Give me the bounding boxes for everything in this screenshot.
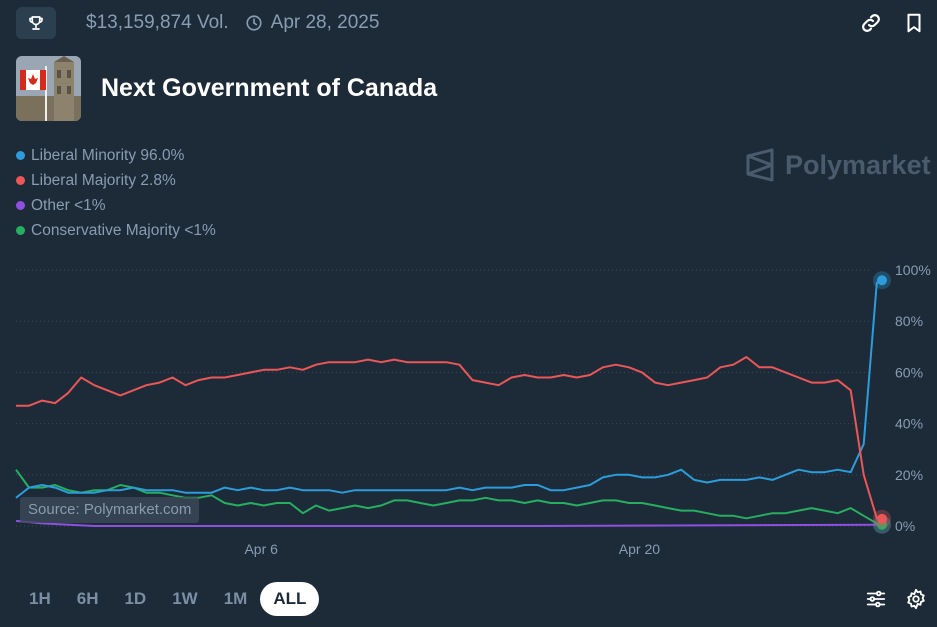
volume-label: $13,159,874 Vol. — [86, 12, 229, 33]
y-tick-label: 0% — [895, 518, 915, 534]
legend-label: Other <1% — [31, 196, 106, 214]
link-icon[interactable] — [859, 11, 883, 35]
page-title: Next Government of Canada — [101, 74, 438, 102]
clock-icon — [246, 15, 262, 31]
endpoint-dot — [877, 275, 887, 286]
time-range-selector: 1H 6H 1D 1W 1M ALL — [16, 582, 320, 616]
top-actions — [859, 11, 925, 35]
y-tick-label: 60% — [895, 364, 923, 380]
range-button-1w[interactable]: 1W — [172, 589, 198, 608]
x-tick-label: Apr 20 — [619, 541, 660, 557]
series-line-liberal-majority — [16, 356, 883, 520]
top-bar: $13,159,874 Vol. Apr 28, 2025 — [16, 7, 925, 39]
legend-dot — [16, 151, 25, 160]
legend-label: Conservative Majority <1% — [31, 221, 216, 239]
range-button-1m[interactable]: 1M — [223, 589, 248, 608]
legend-item: Other <1% — [16, 193, 216, 218]
legend-item: Liberal Majority 2.8% — [16, 168, 216, 193]
polymarket-logo-icon — [746, 148, 774, 182]
legend-dot — [16, 226, 25, 235]
sliders-icon[interactable] — [865, 588, 887, 610]
range-button-1d[interactable]: 1D — [124, 589, 147, 608]
trophy-button[interactable] — [16, 7, 56, 39]
y-tick-label: 20% — [895, 467, 923, 483]
source-label: Source: Polymarket.com — [20, 497, 200, 523]
range-button-6h[interactable]: 6H — [76, 589, 99, 608]
series-line-conservative-majority — [15, 469, 883, 526]
bookmark-icon[interactable] — [903, 11, 925, 35]
trophy-icon — [29, 16, 43, 30]
market-thumbnail — [16, 56, 81, 121]
y-tick-label: 80% — [895, 313, 923, 329]
endpoint-dot — [877, 513, 887, 524]
chart-controls — [865, 588, 927, 610]
watermark-text: Polymarket — [785, 149, 931, 180]
series-line-liberal-minority — [15, 279, 883, 499]
legend-item: Liberal Minority 96.0% — [16, 143, 216, 168]
gear-icon[interactable] — [905, 588, 927, 610]
legend-dot — [16, 176, 25, 185]
polymarket-watermark: Polymarket — [745, 148, 931, 182]
end-date: Apr 28, 2025 — [245, 12, 380, 34]
legend-item: Conservative Majority <1% — [16, 218, 216, 243]
range-button-1h[interactable]: 1H — [29, 589, 51, 608]
legend-label: Liberal Majority 2.8% — [31, 171, 176, 189]
date-label: Apr 28, 2025 — [270, 12, 380, 33]
legend-label: Liberal Minority 96.0% — [31, 146, 185, 164]
chart-legend: Liberal Minority 96.0% Liberal Majority … — [16, 143, 216, 243]
range-button-all[interactable]: ALL — [260, 582, 320, 616]
x-tick-label: Apr 6 — [244, 541, 278, 557]
legend-dot — [16, 201, 25, 210]
y-tick-label: 40% — [895, 416, 923, 432]
y-tick-label: 100% — [895, 262, 931, 278]
